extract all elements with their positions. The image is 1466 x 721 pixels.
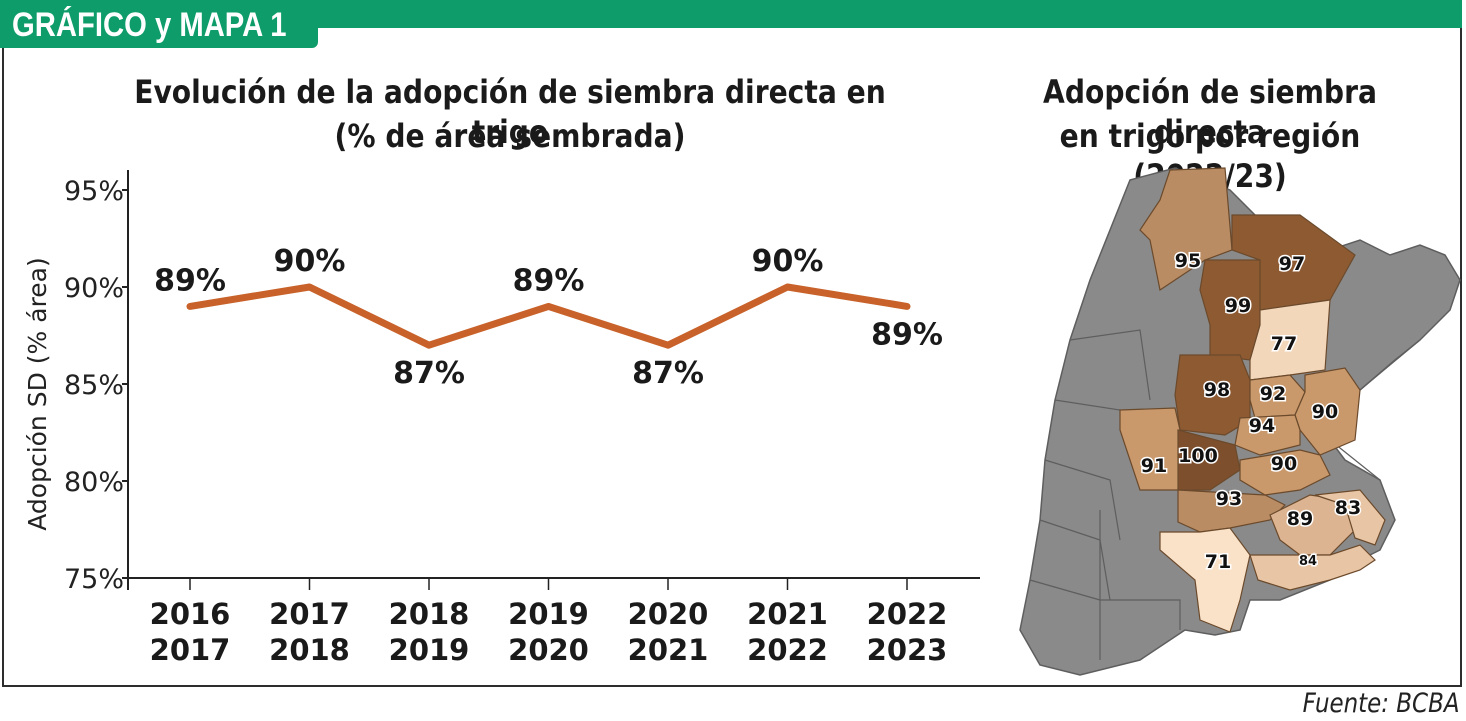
chart-title-line1: Evolución de la adopción de siembra dire…: [134, 73, 886, 151]
x-tick-label: 2017: [269, 597, 350, 631]
map-region-label: 77: [1271, 333, 1297, 355]
data-point: [545, 303, 552, 310]
data-label: 90%: [752, 244, 824, 279]
data-label: 89%: [513, 263, 585, 298]
data-label: 87%: [632, 356, 704, 391]
data-label: 87%: [393, 356, 465, 391]
region-map: 95 97 99 77 98 92 90 94 91 100 90 93 89 83 71 84: [1019, 167, 1461, 676]
x-tick-label: 2016: [150, 597, 231, 631]
y-tick-label: 80%: [64, 467, 124, 498]
x-tick-label: 2017: [150, 633, 231, 667]
data-point: [784, 284, 791, 290]
x-tick-label: 2020: [508, 633, 589, 667]
map-region-r98: [1174, 354, 1251, 436]
data-label: 89%: [154, 263, 226, 298]
map-region-r71: [1159, 527, 1251, 633]
x-tick-label: 2022: [747, 633, 828, 667]
data-point: [426, 342, 432, 349]
data-label: 90%: [274, 244, 346, 279]
map-region-label: 90: [1312, 401, 1338, 423]
map-region-label: 98: [1204, 379, 1230, 401]
x-tick-label: 2018: [269, 633, 350, 667]
map-region-label: 95: [1175, 250, 1201, 272]
data-point: [665, 342, 671, 349]
data-label: 89%: [871, 317, 943, 352]
x-tick-label: 2023: [867, 633, 948, 667]
map-region-label: 90: [1271, 453, 1297, 475]
map-region-label: 97: [1279, 253, 1305, 275]
map-region-label: 92: [1260, 383, 1286, 405]
map-region-label: 89: [1287, 508, 1313, 530]
map-title-line1: Adopción de siembra directa: [1043, 73, 1377, 151]
line-chart: 95%90%85%80%75%2016201720172018201820192…: [23, 170, 980, 667]
header-tab: GRÁFICO y MAPA 1: [0, 0, 318, 48]
y-tick-label: 75%: [64, 564, 124, 595]
map-region-r91: [1119, 407, 1181, 491]
chart-title-line2: (% de área sembrada): [334, 117, 686, 155]
x-tick-label: 2018: [389, 597, 470, 631]
x-tick-label: 2020: [628, 597, 709, 631]
x-tick-label: 2019: [508, 597, 589, 631]
map-region-label: 91: [1141, 455, 1167, 477]
map-region-label: 83: [1335, 497, 1361, 519]
map-region-label: 93: [1216, 488, 1242, 510]
x-tick-label: 2021: [747, 597, 828, 631]
source-note: Fuente: BCBA: [1303, 688, 1460, 719]
y-tick-label: 95%: [64, 176, 124, 207]
data-point: [187, 303, 193, 310]
figure-title: GRÁFICO y MAPA 1: [12, 6, 287, 44]
data-point: [306, 284, 313, 290]
x-tick-label: 2019: [389, 633, 470, 667]
y-tick-label: 85%: [64, 370, 124, 401]
x-tick-label: 2021: [628, 633, 709, 667]
map-region-label: 99: [1225, 295, 1251, 317]
data-point: [904, 303, 910, 310]
map-region-label: 71: [1205, 551, 1231, 573]
map-region-r83: [1314, 489, 1386, 546]
map-region-r93: [1177, 489, 1287, 533]
map-region-r90b: [1239, 449, 1331, 496]
map-region-r84: [1249, 544, 1376, 591]
map-region-r100: [1177, 429, 1241, 491]
y-tick-label: 90%: [64, 273, 124, 304]
map-region-r95: [1139, 167, 1233, 291]
x-tick-label: 2022: [867, 597, 948, 631]
map-region-label: 100: [1178, 445, 1218, 467]
map-region-label: 94: [1249, 415, 1275, 437]
y-axis-label: Adopción SD (% área): [23, 257, 52, 531]
map-region-label: 84: [1299, 554, 1317, 569]
